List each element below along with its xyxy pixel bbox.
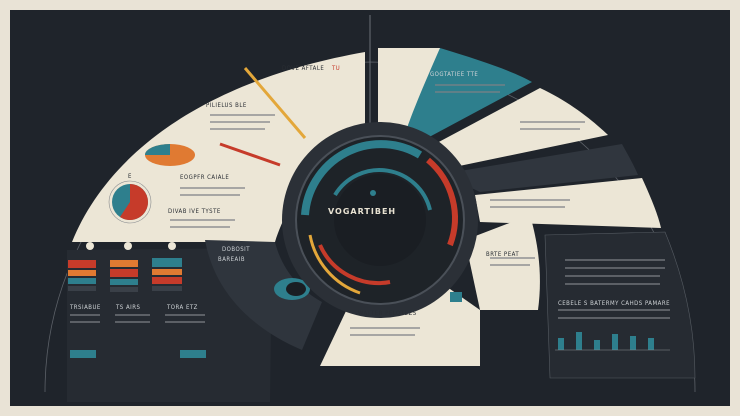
label-inner-left-sub: BAREAIB — [218, 256, 246, 263]
gold-pointer — [243, 67, 307, 139]
label-top-left-header: DOVE AFTALE — [282, 65, 325, 72]
text-lines — [70, 84, 670, 336]
left-dark-band — [67, 248, 272, 402]
dial-arc-red — [426, 157, 458, 247]
dial-arc-teal — [301, 140, 423, 216]
label-left-header: PILIELUS BLE — [206, 102, 247, 109]
right-cream-sector-1 — [405, 88, 608, 170]
right-cream-sector-2 — [475, 178, 661, 228]
dial-arc-red-inner — [318, 244, 391, 286]
radial-diagram — [44, 15, 696, 402]
label-col3-title: TORA ETZ — [167, 304, 198, 311]
dial-arc-teal-inner — [333, 168, 432, 211]
label-bottom-center-header: WATTER PELOTEZS — [358, 310, 417, 317]
label-col1-title: TRSIABUE — [70, 304, 101, 311]
red-pointer — [219, 142, 281, 167]
column-bars-1 — [68, 260, 96, 291]
label-left-mid-small: E — [128, 173, 132, 180]
center-title: VOGARTIBEH — [328, 207, 397, 216]
lower-right-cream-sector — [465, 215, 540, 310]
column-bars-3 — [152, 258, 182, 291]
label-right-lower-header: BRTE PEAT — [486, 251, 520, 258]
infographic-board: VOGARTIBEH DOVE AFTALE TU PILIELUS BLE E… — [10, 10, 730, 406]
inner-left-dark-segment — [205, 240, 322, 350]
column-bars-2 — [110, 260, 138, 292]
right-dark-band — [442, 144, 638, 192]
dial-arc-gold — [308, 234, 361, 295]
label-right-panel-header: CEBELE S BATERMY CAHDS PAMARE — [558, 300, 671, 307]
label-top-left-small: TU — [332, 65, 341, 72]
label-inner-left-header: DOBOSIT — [222, 246, 251, 253]
label-col2-title: TS AIRS — [116, 304, 141, 311]
label-lower-left-header: DIVAB IVE TYSTE — [168, 208, 221, 215]
label-left-mid-header: EOGPFR CAIALE — [180, 174, 230, 181]
label-right-top-header: GOGTATIEE TTE — [430, 71, 479, 78]
right-panel-bars — [555, 332, 670, 351]
